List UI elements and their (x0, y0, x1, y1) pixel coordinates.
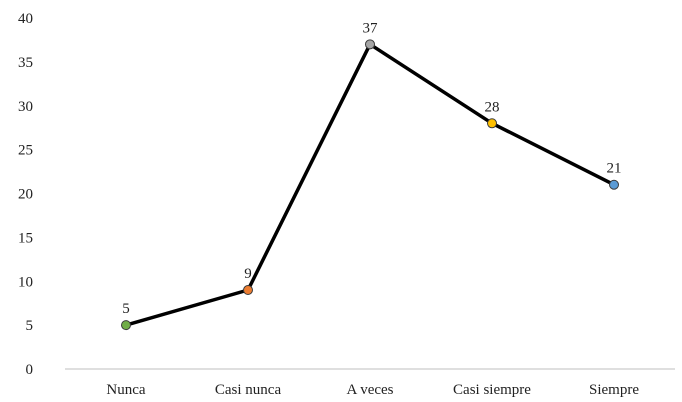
data-point (243, 285, 253, 296)
data-point (609, 179, 619, 190)
series-line (124, 42, 616, 327)
y-tick-label: 20 (18, 187, 33, 203)
y-tick-label: 5 (26, 318, 34, 334)
y-tick-label: 30 (18, 99, 33, 115)
data-labels: 5 9 37 28 21 (122, 20, 621, 317)
data-label: 21 (607, 161, 622, 177)
y-tick-label: 35 (18, 55, 33, 71)
data-point (365, 39, 375, 50)
data-label: 9 (244, 266, 252, 282)
x-axis-tick-labels: Nunca Casi nunca A veces Casi siempre Siempr… (106, 382, 639, 398)
x-tick-label: Casi siempre (453, 382, 531, 398)
x-tick-label: Siempre (589, 382, 639, 398)
data-point (121, 320, 131, 331)
x-tick-label: Nunca (106, 382, 145, 398)
y-tick-label: 25 (18, 143, 33, 159)
data-points (121, 39, 619, 331)
y-tick-label: 40 (18, 11, 33, 27)
y-tick-label: 15 (18, 230, 33, 246)
y-tick-label: 0 (26, 362, 34, 378)
data-label: 37 (363, 20, 379, 36)
y-tick-label: 10 (18, 274, 33, 290)
y-axis-tick-labels: 0 5 10 15 20 25 30 35 40 (18, 11, 33, 378)
data-label: 28 (485, 99, 500, 115)
x-tick-label: A veces (346, 382, 393, 398)
data-label: 5 (122, 301, 130, 317)
data-point (487, 118, 497, 129)
x-tick-label: Casi nunca (215, 382, 282, 398)
